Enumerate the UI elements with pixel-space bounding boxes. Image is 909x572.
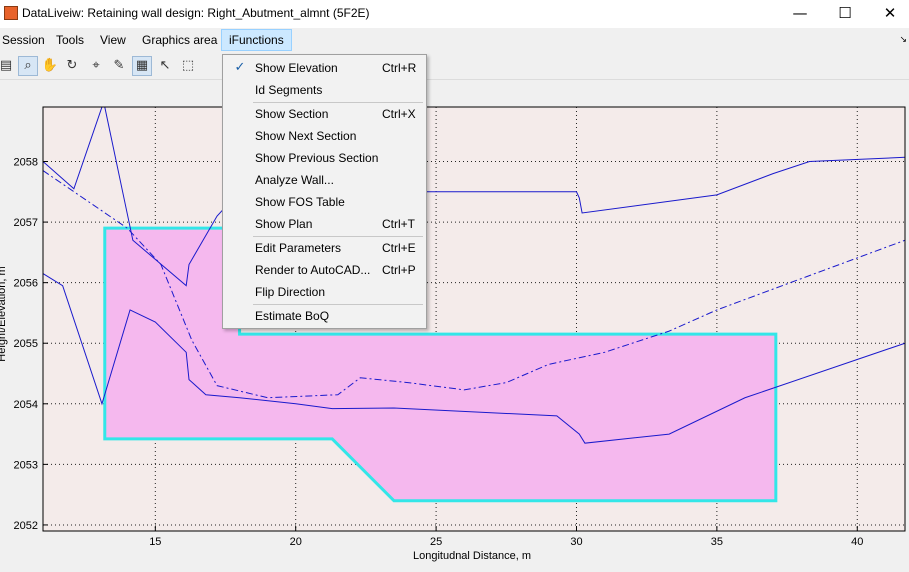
menu-bar: Session Tools View Graphics area iFuncti… [0,29,909,51]
menu-item-label: Id Segments [255,83,323,97]
menu-item-shortcut: Ctrl+R [382,61,417,75]
menu-item-show-next-section[interactable]: Show Next Section [223,125,426,147]
y-tick-label: 2052 [14,520,38,532]
title-bar: DataLiveiw: Retaining wall design: Right… [0,0,909,28]
plot-area[interactable]: 15 20 25 30 35 40 2052 2053 2054 2055 2056 2057 2058… [0,80,909,569]
grid-icon[interactable]: ▦ [132,56,152,76]
menu-tools[interactable]: Tools [56,33,85,47]
x-tick-label: 35 [711,536,723,548]
menu-graphics-area[interactable]: Graphics area [142,33,218,47]
menu-item-shortcut: Ctrl+X [382,107,416,121]
menu-item-estimate-boq[interactable]: Estimate BoQ [223,305,426,327]
dock-arrow-icon[interactable]: ↘ [899,34,907,44]
y-axis-label: Height/Elevation, m [0,266,8,361]
maximize-button[interactable]: ☐ [838,4,852,22]
ifunctions-dropdown: ✓ Show Elevation Ctrl+R Id Segments Show… [222,54,427,329]
plot-frame [42,106,906,532]
y-tick-label: 2054 [14,399,38,411]
menu-separator [253,236,423,237]
menu-ifunctions[interactable]: iFunctions [221,29,292,51]
data-cursor-icon[interactable]: ⌖ [92,58,100,73]
y-tick-label: 2058 [14,157,38,169]
window-title: DataLiveiw: Retaining wall design: Right… [22,6,370,20]
menu-item-show-fos-table[interactable]: Show FOS Table [223,191,426,213]
menu-item-label: Show Previous Section [255,151,379,165]
elevation-chart[interactable]: 15 20 25 30 35 40 2052 2053 2054 2055 2056 2057 2058… [0,80,909,569]
app-icon [4,6,18,20]
x-tick-label: 30 [570,536,582,548]
menu-item-label: Show Elevation [255,61,338,75]
menu-item-label: Flip Direction [255,285,326,299]
x-tick-label: 25 [430,536,442,548]
select-arrow-icon[interactable]: ↖ [159,58,171,73]
data-table-icon[interactable]: ▤ [0,58,13,73]
menu-item-edit-parameters[interactable]: Edit Parameters Ctrl+E [223,237,426,259]
pan-hand-icon[interactable]: ✋ [41,58,59,73]
check-icon: ✓ [234,60,246,75]
y-tick-label: 2055 [14,338,38,350]
y-tick-label: 2053 [14,459,38,471]
menu-item-analyze-wall[interactable]: Analyze Wall... [223,169,426,191]
y-tick-label: 2056 [14,278,38,290]
menu-item-show-previous-section[interactable]: Show Previous Section [223,147,426,169]
menu-item-id-segments[interactable]: Id Segments [223,79,426,101]
menu-item-label: Show Next Section [255,129,357,143]
menu-item-shortcut: Ctrl+P [382,263,416,277]
close-button[interactable]: ✕ [883,4,897,22]
menu-item-label: Show FOS Table [255,195,345,209]
menu-view[interactable]: View [100,33,126,47]
profile-line-3 [42,170,906,399]
x-tick-label: 15 [149,536,161,548]
menu-item-label: Edit Parameters [255,241,342,255]
rotate-icon[interactable]: ↻ [66,58,78,73]
menu-separator [253,102,423,103]
menu-item-label: Show Plan [255,217,313,231]
menu-item-show-elevation[interactable]: ✓ Show Elevation Ctrl+R [223,57,426,79]
menu-item-flip-direction[interactable]: Flip Direction [223,281,426,303]
brush-icon[interactable]: ✎ [113,58,125,73]
menu-item-label: Render to AutoCAD... [255,263,371,277]
menu-item-shortcut: Ctrl+T [382,217,415,231]
menu-item-show-section[interactable]: Show Section Ctrl+X [223,103,426,125]
minimize-button[interactable]: — [792,4,808,22]
menu-session[interactable]: Session [2,33,45,47]
y-tick-label: 2057 [14,217,38,229]
menu-separator [253,304,423,305]
x-tick-label: 20 [290,536,302,548]
zoom-in-icon[interactable]: ⌕ [18,56,38,76]
select-box-icon[interactable]: ⬚ [181,58,195,73]
axis-ticks: 15 20 25 30 35 40 2052 2053 2054 2055 2056 2057 2058 [14,157,864,548]
menu-item-render-to-autocad[interactable]: Render to AutoCAD... Ctrl+P [223,259,426,281]
menu-item-show-plan[interactable]: Show Plan Ctrl+T [223,213,426,235]
menu-item-label: Show Section [255,107,329,121]
menu-item-label: Analyze Wall... [255,173,334,187]
profile-line-2 [42,273,906,444]
menu-item-label: Estimate BoQ [255,309,330,323]
toolbar: ▤ ⌕ ✋ ↻ ⌖ ✎ ▦ ↖ ⬚ [0,53,909,80]
menu-item-shortcut: Ctrl+E [382,241,416,255]
x-tick-label: 40 [851,536,863,548]
x-axis-label: Longitudnal Distance, m [413,550,531,562]
